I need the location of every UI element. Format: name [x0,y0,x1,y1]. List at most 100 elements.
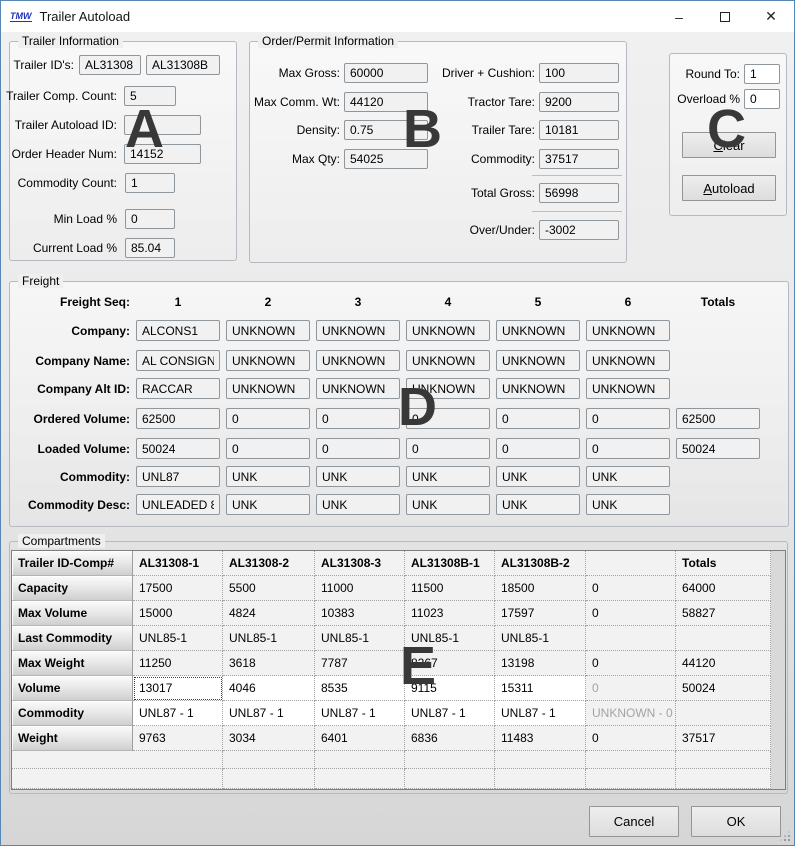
grid-total-cell[interactable] [676,701,771,726]
loaded-volume-input[interactable] [496,438,580,459]
grid-cell[interactable]: 15311 [495,676,586,701]
max-gross-input[interactable] [344,63,428,83]
freight-commodity-input[interactable] [496,466,580,487]
trailer-tare-input[interactable] [539,120,619,140]
min-load-input[interactable] [125,209,175,229]
grid-cell[interactable]: 0 [586,601,676,626]
over-under-input[interactable] [539,220,619,240]
ordered-volume-input[interactable] [226,408,310,429]
grid-cell[interactable]: UNL85-1 [495,626,586,651]
company-name-input[interactable] [226,350,310,371]
commodity-weight-input[interactable] [539,149,619,169]
company-input[interactable] [406,320,490,341]
trailer-comp-count-input[interactable] [124,86,176,106]
resize-grip[interactable] [788,839,790,841]
company-alt-id-input[interactable] [406,378,490,399]
grid-cell[interactable]: 6836 [405,726,495,751]
max-qty-input[interactable] [344,149,428,169]
round-to-input[interactable] [744,64,780,84]
grid-cell[interactable]: UNL87 - 1 [133,701,223,726]
company-name-input[interactable] [316,350,400,371]
grid-cell[interactable]: UNL87 - 1 [495,701,586,726]
grid-cell[interactable]: 3034 [223,726,315,751]
grid-total-cell[interactable]: 64000 [676,576,771,601]
commodity-desc-input[interactable] [496,494,580,515]
grid-total-cell[interactable] [676,626,771,651]
freight-commodity-input[interactable] [316,466,400,487]
company-alt-id-input[interactable] [226,378,310,399]
close-icon[interactable]: ✕ [765,8,777,24]
cancel-button[interactable]: Cancel [589,806,679,837]
grid-cell[interactable]: 8535 [315,676,405,701]
driver-cushion-input[interactable] [539,63,619,83]
grid-cell[interactable]: 9115 [405,676,495,701]
minimize-icon[interactable]: – [675,8,683,25]
grid-cell-focused[interactable]: 13017 [133,676,223,701]
total-gross-input[interactable] [539,183,619,203]
ok-button[interactable]: OK [691,806,781,837]
grid-cell[interactable]: 18500 [495,576,586,601]
commodity-desc-input[interactable] [316,494,400,515]
grid-cell[interactable]: 11250 [133,651,223,676]
company-input[interactable] [496,320,580,341]
ordered-volume-input[interactable] [586,408,670,429]
trailer-id-1-input[interactable] [79,55,141,75]
grid-cell[interactable]: UNL85-1 [223,626,315,651]
ordered-volume-input[interactable] [316,408,400,429]
grid-cell[interactable]: 0 [586,651,676,676]
grid-cell[interactable]: 11500 [405,576,495,601]
grid-cell[interactable]: UNL85-1 [405,626,495,651]
loaded-volume-input[interactable] [406,438,490,459]
trailer-autoload-id-input[interactable] [124,115,201,135]
grid-total-cell[interactable]: 58827 [676,601,771,626]
grid-cell[interactable]: 10383 [315,601,405,626]
commodity-desc-input[interactable] [586,494,670,515]
clear-button[interactable]: Clear [682,132,776,158]
grid-cell[interactable]: 6401 [315,726,405,751]
max-comm-wt-input[interactable] [344,92,428,112]
autoload-button[interactable]: Autoload [682,175,776,201]
grid-cell[interactable]: 17597 [495,601,586,626]
ordered-volume-input[interactable] [496,408,580,429]
ordered-volume-input[interactable] [406,408,490,429]
grid-cell[interactable]: 4824 [223,601,315,626]
commodity-desc-input[interactable] [406,494,490,515]
maximize-icon[interactable] [702,1,748,32]
commodity-desc-input[interactable] [136,494,220,515]
grid-cell[interactable]: 8267 [405,651,495,676]
grid-cell[interactable]: 0 [586,576,676,601]
trailer-id-2-input[interactable] [146,55,220,75]
grid-cell[interactable]: 0 [586,726,676,751]
grid-cell[interactable]: 11483 [495,726,586,751]
grid-cell[interactable]: 17500 [133,576,223,601]
grid-cell[interactable]: UNL87 - 1 [315,701,405,726]
tractor-tare-input[interactable] [539,92,619,112]
order-header-num-input[interactable] [124,144,201,164]
loaded-volume-input[interactable] [316,438,400,459]
loaded-volume-input[interactable] [586,438,670,459]
grid-cell[interactable]: 15000 [133,601,223,626]
grid-total-cell[interactable]: 44120 [676,651,771,676]
grid-cell[interactable]: UNL85-1 [133,626,223,651]
loaded-volume-total-input[interactable] [676,438,760,459]
grid-cell[interactable]: UNKNOWN - 0 [586,701,676,726]
grid-cell[interactable]: 11023 [405,601,495,626]
commodity-desc-input[interactable] [226,494,310,515]
loaded-volume-input[interactable] [136,438,220,459]
grid-cell[interactable]: UNL87 - 1 [223,701,315,726]
grid-cell[interactable]: 4046 [223,676,315,701]
freight-commodity-input[interactable] [136,466,220,487]
company-alt-id-input[interactable] [316,378,400,399]
grid-total-cell[interactable]: 50024 [676,676,771,701]
ordered-volume-total-input[interactable] [676,408,760,429]
grid-cell[interactable]: 3618 [223,651,315,676]
freight-commodity-input[interactable] [406,466,490,487]
grid-total-cell[interactable]: 37517 [676,726,771,751]
company-name-input[interactable] [586,350,670,371]
company-input[interactable] [226,320,310,341]
company-name-input[interactable] [136,350,220,371]
company-alt-id-input[interactable] [586,378,670,399]
overload-input[interactable] [744,89,780,109]
grid-cell[interactable]: 13198 [495,651,586,676]
commodity-count-input[interactable] [125,173,175,193]
